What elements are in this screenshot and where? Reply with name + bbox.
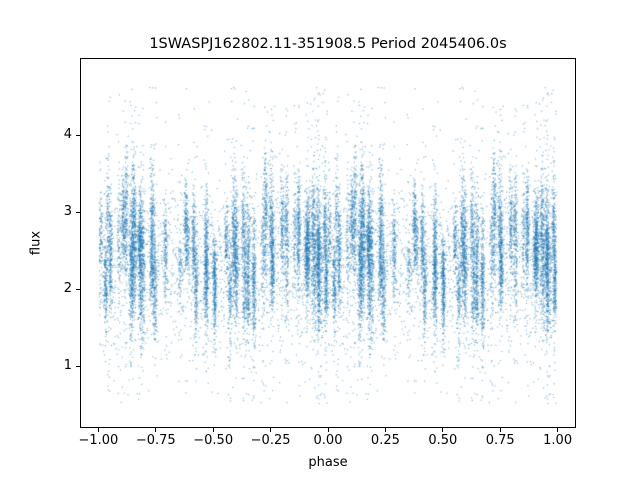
x-tick-mark — [384, 428, 386, 432]
y-tick-mark — [76, 211, 80, 213]
y-tick-mark — [76, 134, 80, 136]
y-tick-mark — [76, 288, 80, 290]
plot-area — [80, 58, 576, 428]
y-tick-label: 2 — [63, 281, 72, 297]
y-tick-mark — [76, 365, 80, 367]
x-tick-mark — [155, 428, 157, 432]
x-tick-mark — [499, 428, 501, 432]
x-tick-mark — [97, 428, 99, 432]
x-tick-mark — [557, 428, 559, 432]
x-tick-label: −0.50 — [193, 433, 234, 448]
x-tick-label: −0.75 — [135, 433, 176, 448]
x-tick-label: 1.00 — [543, 433, 573, 448]
x-tick-mark — [442, 428, 444, 432]
chart-title: 1SWASPJ162802.11-351908.5 Period 2045406… — [149, 36, 507, 52]
y-tick-label: 3 — [63, 204, 72, 220]
y-tick-label: 4 — [63, 127, 72, 143]
y-axis-label: flux — [28, 230, 44, 256]
scatter-canvas — [81, 59, 575, 427]
x-axis-label: phase — [308, 455, 348, 470]
x-tick-mark — [212, 428, 214, 432]
y-tick-label: 1 — [63, 358, 72, 374]
x-tick-mark — [327, 428, 329, 432]
x-tick-label: −0.25 — [250, 433, 291, 448]
x-tick-label: 0.75 — [485, 433, 515, 448]
x-tick-label: 0.00 — [313, 433, 343, 448]
x-tick-label: 0.50 — [428, 433, 458, 448]
x-tick-mark — [270, 428, 272, 432]
x-tick-label: −1.00 — [78, 433, 119, 448]
x-tick-label: 0.25 — [370, 433, 400, 448]
